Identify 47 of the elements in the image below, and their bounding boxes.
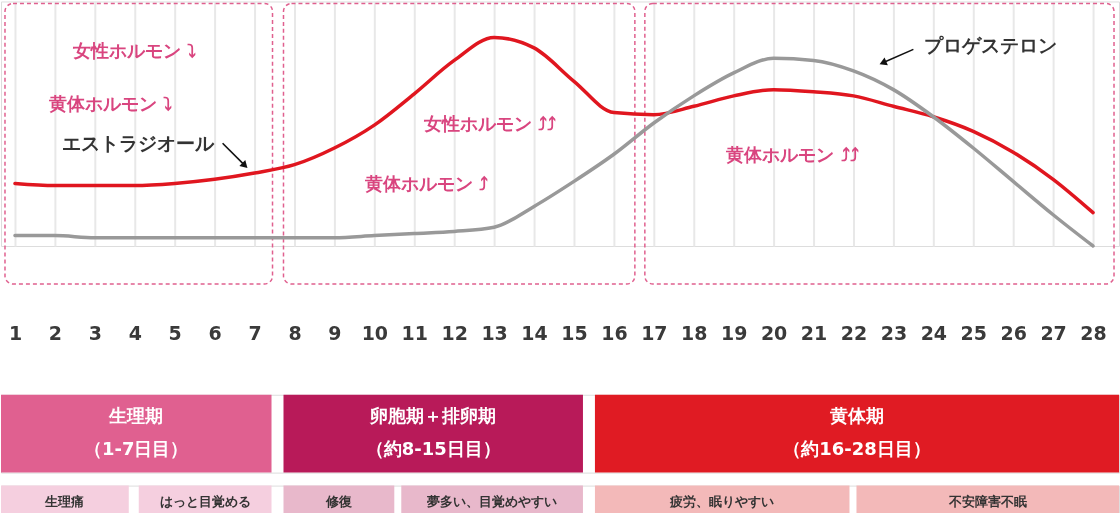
x-tick-label: 25 — [960, 322, 987, 345]
category-label: 疲労、眠りやすい — [669, 493, 775, 509]
category-label: 修復 — [324, 493, 352, 509]
x-tick-label: 20 — [760, 322, 788, 345]
x-tick-label: 11 — [401, 322, 428, 345]
x-tick-label: 3 — [88, 322, 102, 345]
text: （約8-15日目） — [365, 437, 501, 459]
x-tick-label: 9 — [328, 322, 342, 345]
category-label: 卵胞期＋排卵期 — [369, 404, 497, 426]
x-tick-label: 23 — [880, 322, 908, 345]
x-tick-label: 19 — [720, 322, 748, 345]
x-tick-label: 18 — [681, 322, 708, 345]
x-tick-label: 6 — [208, 322, 222, 345]
x-tick-label: 10 — [361, 322, 389, 345]
annotation: 黄体ホルモン ⤴⤴ — [725, 144, 859, 166]
annotation: 黄体ホルモン ⤴ — [363, 173, 488, 195]
x-tick-label: 14 — [521, 322, 548, 345]
category-label: 生理期 — [108, 404, 164, 426]
x-tick-label: 12 — [441, 322, 468, 345]
x-tick-label: 21 — [800, 322, 828, 345]
x-tick-label: 24 — [920, 322, 948, 345]
x-tick-label: 1 — [8, 322, 23, 345]
x-tick-label: 13 — [481, 322, 508, 345]
x-tick-label: 2 — [48, 322, 62, 345]
x-tick-label: 22 — [840, 322, 868, 345]
category-label: 生理痛 — [44, 493, 85, 509]
annotation: 黄体ホルモン ⤵ — [48, 93, 173, 115]
x-tick-label: 16 — [601, 322, 628, 345]
x-tick-label: 28 — [1080, 322, 1107, 345]
x-tick-label: 4 — [128, 322, 142, 345]
category-label: 夢多い、目覚めやすい — [427, 493, 558, 509]
series-label: エストラジオール — [61, 132, 215, 155]
x-tick-label: 8 — [288, 322, 302, 345]
annotation: 女性ホルモン ⤵ — [72, 40, 197, 62]
x-tick-label: 5 — [168, 322, 182, 345]
category-label: 不安障害不眠 — [947, 493, 1027, 509]
text: プロゲステロン — [924, 34, 1058, 57]
x-tick-label: 7 — [248, 322, 262, 345]
annotation: 女性ホルモン ⤴⤴ — [422, 113, 557, 135]
x-tick-label: 26 — [1000, 322, 1027, 345]
x-tick-label: 15 — [561, 322, 588, 345]
category-label: 黄体期 — [828, 404, 884, 426]
text: （約16-28日目） — [783, 437, 931, 459]
x-tick-label: 27 — [1040, 322, 1067, 345]
x-tick-label: 17 — [641, 322, 668, 345]
text: （1-7日目） — [84, 437, 189, 459]
category-label: はっと目覚める — [159, 493, 251, 509]
